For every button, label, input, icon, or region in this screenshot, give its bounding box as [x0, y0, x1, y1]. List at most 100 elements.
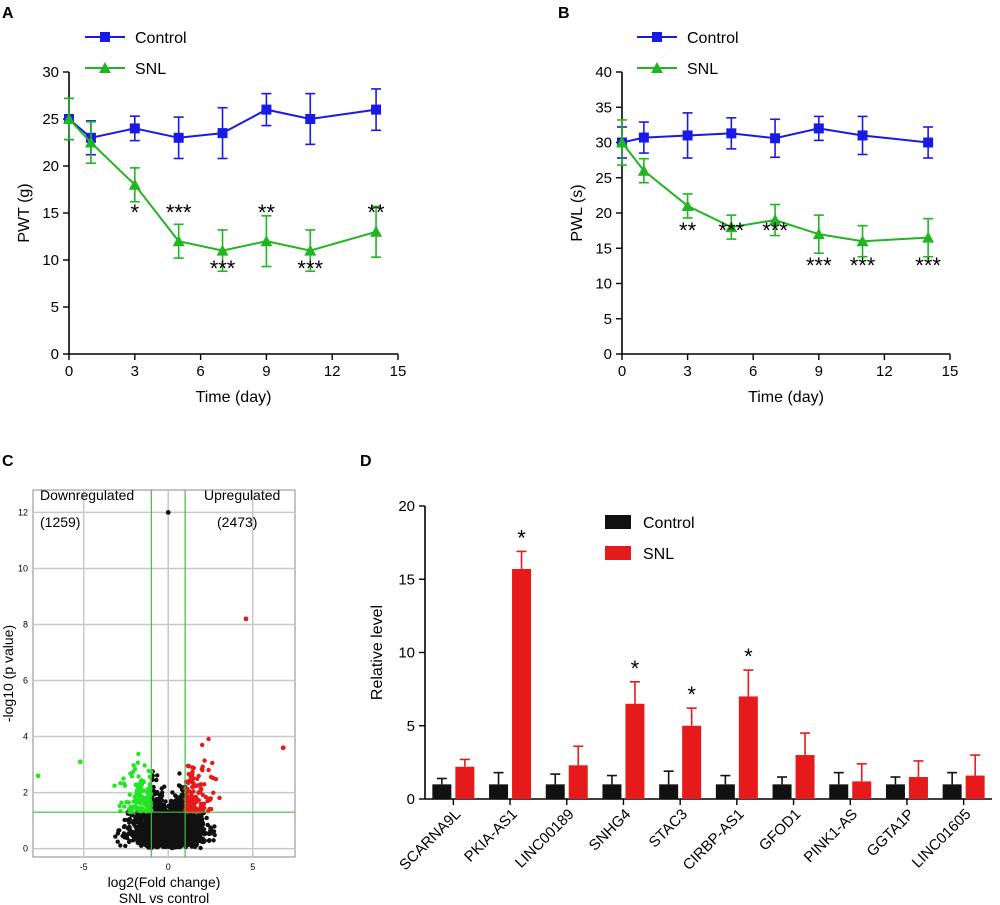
volcano-point-ns — [158, 803, 163, 808]
volcano-point-ns — [167, 812, 172, 817]
x-tick-label: 12 — [324, 363, 341, 380]
volcano-point-ns — [155, 773, 160, 778]
x-tick-label: 15 — [390, 363, 407, 380]
volcano-point-down — [136, 786, 141, 791]
volcano-point-ns — [191, 839, 196, 844]
y-tick-label: 2 — [23, 788, 28, 798]
volcano-point-ns — [158, 821, 163, 826]
volcano-point-up — [208, 774, 214, 780]
volcano-point-ns — [165, 510, 171, 515]
x-tick-label: 3 — [683, 363, 691, 380]
volcano-point-ns — [201, 827, 207, 832]
significance-mark: * — [131, 200, 140, 225]
volcano-point-up — [185, 797, 190, 802]
snl-bar-ggta1p — [908, 777, 928, 799]
legend-swatch-snl — [605, 546, 631, 560]
snl-point — [304, 244, 317, 256]
volcano-point-ns — [200, 820, 205, 825]
control-bar-pink1-as — [829, 784, 849, 799]
x-category-label: LINC00189 — [512, 806, 578, 872]
volcano-point-up — [207, 796, 212, 801]
legend-marker-snl — [99, 62, 111, 73]
volcano-point-ns — [198, 845, 203, 851]
volcano-point-down — [134, 791, 139, 797]
volcano-point-ns — [204, 815, 209, 821]
control-point — [173, 132, 184, 143]
panel-letter-d: D — [360, 453, 372, 470]
volcano-point-ns — [164, 835, 170, 840]
x-axis-label: log2(Fold change) — [108, 874, 221, 890]
volcano-point-ns — [208, 826, 214, 831]
volcano-point-ns — [185, 823, 191, 828]
volcano-point-up — [217, 795, 222, 801]
snl-bar-gfod1 — [795, 755, 815, 799]
x-tick-label: 12 — [876, 363, 893, 380]
volcano-point-ns — [164, 827, 169, 833]
volcano-point-ns — [197, 814, 202, 819]
snl-point — [63, 113, 75, 124]
volcano-point-up — [196, 790, 201, 795]
volcano-point-ns — [206, 838, 212, 843]
volcano-point-down — [128, 771, 133, 776]
x-tick-label: 9 — [262, 363, 270, 380]
volcano-point-ns — [159, 792, 164, 797]
snl-point — [616, 136, 628, 148]
volcano-point-up — [207, 807, 212, 812]
volcano-point-down — [135, 760, 140, 765]
volcano-point-down — [122, 804, 127, 809]
volcano-point-ns — [170, 843, 175, 848]
control-bar-ggta1p — [885, 784, 905, 799]
volcano-point-ns — [146, 826, 152, 832]
snl-bar-linc00189 — [568, 765, 588, 799]
control-bar-cirbp-as1 — [715, 784, 735, 799]
volcano-point-up — [203, 794, 208, 800]
control-point — [857, 130, 868, 141]
volcano-point-ns — [175, 833, 180, 839]
legend-marker-control — [652, 32, 662, 42]
volcano-point-ns — [157, 799, 163, 805]
volcano-point-ns — [197, 829, 202, 834]
legend-label-control: Control — [135, 30, 187, 47]
y-tick-label: 35 — [595, 99, 612, 116]
control-bar-pkia-as1 — [489, 784, 509, 799]
volcano-point-ns — [132, 821, 137, 826]
y-tick-label: 5 — [407, 718, 415, 735]
volcano-point-ns — [151, 840, 156, 845]
snl-bar-cirbp-as1 — [738, 696, 758, 799]
volcano-point-up — [190, 769, 195, 774]
volcano-point-down — [121, 776, 126, 781]
volcano-point-ns — [171, 819, 177, 824]
volcano-point-ns — [113, 834, 118, 839]
volcano-point-ns — [189, 814, 194, 819]
snl-point — [856, 235, 869, 247]
volcano-point-up — [199, 787, 204, 792]
volcano-point-up — [190, 784, 195, 790]
upregulated-count: (2473) — [217, 514, 257, 530]
volcano-point-ns — [153, 844, 159, 849]
panel-letter-c: C — [2, 453, 14, 470]
significance-mark: * — [631, 656, 640, 681]
volcano-point-ns — [212, 824, 217, 829]
volcano-point-ns — [203, 831, 209, 836]
y-tick-label: 0 — [604, 346, 612, 363]
snl-point — [216, 244, 229, 256]
volcano-point-ns — [127, 825, 132, 830]
volcano-point-ns — [145, 831, 151, 836]
volcano-point-down — [127, 792, 132, 797]
snl-point — [725, 221, 738, 233]
snl-point — [769, 214, 782, 226]
volcano-point-ns — [174, 808, 179, 813]
control-bar-gfod1 — [772, 784, 792, 799]
x-category-label: GFOD1 — [756, 806, 805, 855]
volcano-point-ns — [189, 825, 195, 830]
volcano-point-up — [202, 758, 207, 763]
volcano-point-ns — [149, 829, 155, 834]
legend-label-control: Control — [643, 515, 695, 532]
volcano-point-ns — [160, 842, 166, 848]
snl-point — [637, 164, 650, 176]
volcano-point-down — [136, 794, 142, 800]
volcano-point-ns — [161, 817, 166, 822]
control-point — [770, 133, 781, 144]
snl-bar-scarna9l — [455, 766, 475, 799]
upregulated-label: Upregulated — [204, 487, 280, 503]
